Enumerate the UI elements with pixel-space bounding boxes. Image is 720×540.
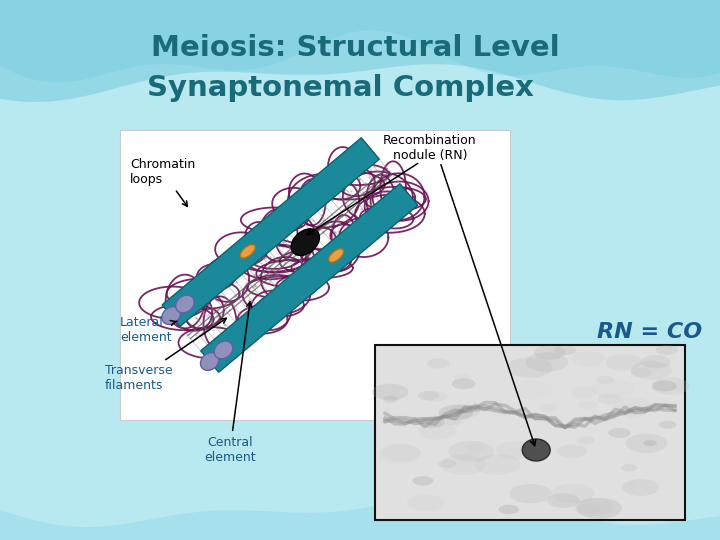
Ellipse shape bbox=[547, 493, 580, 508]
Ellipse shape bbox=[448, 441, 494, 462]
Text: Central
element: Central element bbox=[204, 302, 256, 464]
Ellipse shape bbox=[496, 441, 536, 460]
Ellipse shape bbox=[407, 494, 444, 511]
Ellipse shape bbox=[552, 484, 595, 503]
Bar bbox=[120, 130, 510, 420]
Ellipse shape bbox=[622, 479, 660, 496]
Ellipse shape bbox=[621, 464, 637, 471]
Ellipse shape bbox=[576, 498, 622, 518]
Ellipse shape bbox=[652, 380, 677, 392]
Ellipse shape bbox=[593, 380, 634, 399]
Ellipse shape bbox=[176, 295, 194, 313]
Ellipse shape bbox=[291, 229, 320, 255]
Ellipse shape bbox=[656, 345, 678, 355]
Ellipse shape bbox=[427, 359, 449, 369]
Ellipse shape bbox=[162, 307, 180, 325]
Ellipse shape bbox=[577, 504, 600, 514]
Ellipse shape bbox=[383, 396, 398, 403]
Ellipse shape bbox=[643, 440, 657, 446]
Ellipse shape bbox=[621, 481, 636, 488]
Ellipse shape bbox=[613, 397, 653, 415]
Ellipse shape bbox=[596, 376, 613, 384]
Text: RN = CO: RN = CO bbox=[598, 322, 703, 342]
Ellipse shape bbox=[215, 341, 233, 359]
Ellipse shape bbox=[438, 405, 473, 421]
Ellipse shape bbox=[454, 373, 470, 381]
Ellipse shape bbox=[413, 476, 433, 485]
Ellipse shape bbox=[513, 380, 554, 399]
Ellipse shape bbox=[372, 383, 408, 400]
Polygon shape bbox=[0, 491, 720, 540]
Ellipse shape bbox=[641, 355, 670, 369]
Ellipse shape bbox=[420, 416, 445, 428]
Ellipse shape bbox=[240, 245, 255, 258]
Text: Transverse
filaments: Transverse filaments bbox=[105, 318, 226, 392]
Ellipse shape bbox=[571, 387, 597, 398]
Ellipse shape bbox=[577, 436, 595, 444]
Ellipse shape bbox=[573, 498, 613, 516]
Polygon shape bbox=[0, 0, 720, 102]
Ellipse shape bbox=[554, 346, 576, 355]
Ellipse shape bbox=[631, 368, 652, 377]
Ellipse shape bbox=[606, 354, 642, 371]
Ellipse shape bbox=[659, 421, 677, 429]
Bar bbox=[375, 345, 685, 520]
Ellipse shape bbox=[652, 377, 690, 395]
Ellipse shape bbox=[578, 401, 598, 410]
Ellipse shape bbox=[474, 454, 521, 475]
Ellipse shape bbox=[509, 484, 552, 503]
Ellipse shape bbox=[498, 505, 519, 514]
Ellipse shape bbox=[631, 361, 672, 380]
Ellipse shape bbox=[624, 410, 643, 419]
Ellipse shape bbox=[328, 249, 343, 262]
Ellipse shape bbox=[522, 439, 550, 461]
Polygon shape bbox=[162, 138, 379, 326]
Ellipse shape bbox=[572, 351, 605, 366]
Ellipse shape bbox=[625, 457, 642, 464]
Polygon shape bbox=[0, 0, 720, 83]
Text: Synaptonemal Complex: Synaptonemal Complex bbox=[147, 74, 534, 102]
Text: Chromatin
loops: Chromatin loops bbox=[130, 158, 195, 206]
Text: Meiosis: Structural Level: Meiosis: Structural Level bbox=[150, 34, 559, 62]
Ellipse shape bbox=[608, 428, 631, 438]
Ellipse shape bbox=[418, 422, 456, 440]
Ellipse shape bbox=[467, 444, 487, 453]
Ellipse shape bbox=[377, 444, 421, 464]
Ellipse shape bbox=[507, 357, 552, 378]
Text: Recombination
nodule (RN): Recombination nodule (RN) bbox=[383, 134, 477, 162]
Polygon shape bbox=[201, 184, 418, 372]
Ellipse shape bbox=[438, 460, 456, 468]
Ellipse shape bbox=[451, 379, 476, 389]
Ellipse shape bbox=[418, 391, 439, 400]
Ellipse shape bbox=[534, 346, 565, 360]
Ellipse shape bbox=[557, 444, 588, 458]
Text: Lateral
element: Lateral element bbox=[120, 316, 177, 344]
Ellipse shape bbox=[598, 394, 621, 404]
Ellipse shape bbox=[626, 434, 667, 453]
Ellipse shape bbox=[423, 391, 447, 402]
Ellipse shape bbox=[441, 454, 486, 475]
Ellipse shape bbox=[540, 403, 559, 412]
Ellipse shape bbox=[449, 404, 480, 418]
Ellipse shape bbox=[382, 444, 420, 461]
Ellipse shape bbox=[526, 352, 568, 372]
Ellipse shape bbox=[200, 353, 219, 370]
Ellipse shape bbox=[446, 418, 461, 426]
